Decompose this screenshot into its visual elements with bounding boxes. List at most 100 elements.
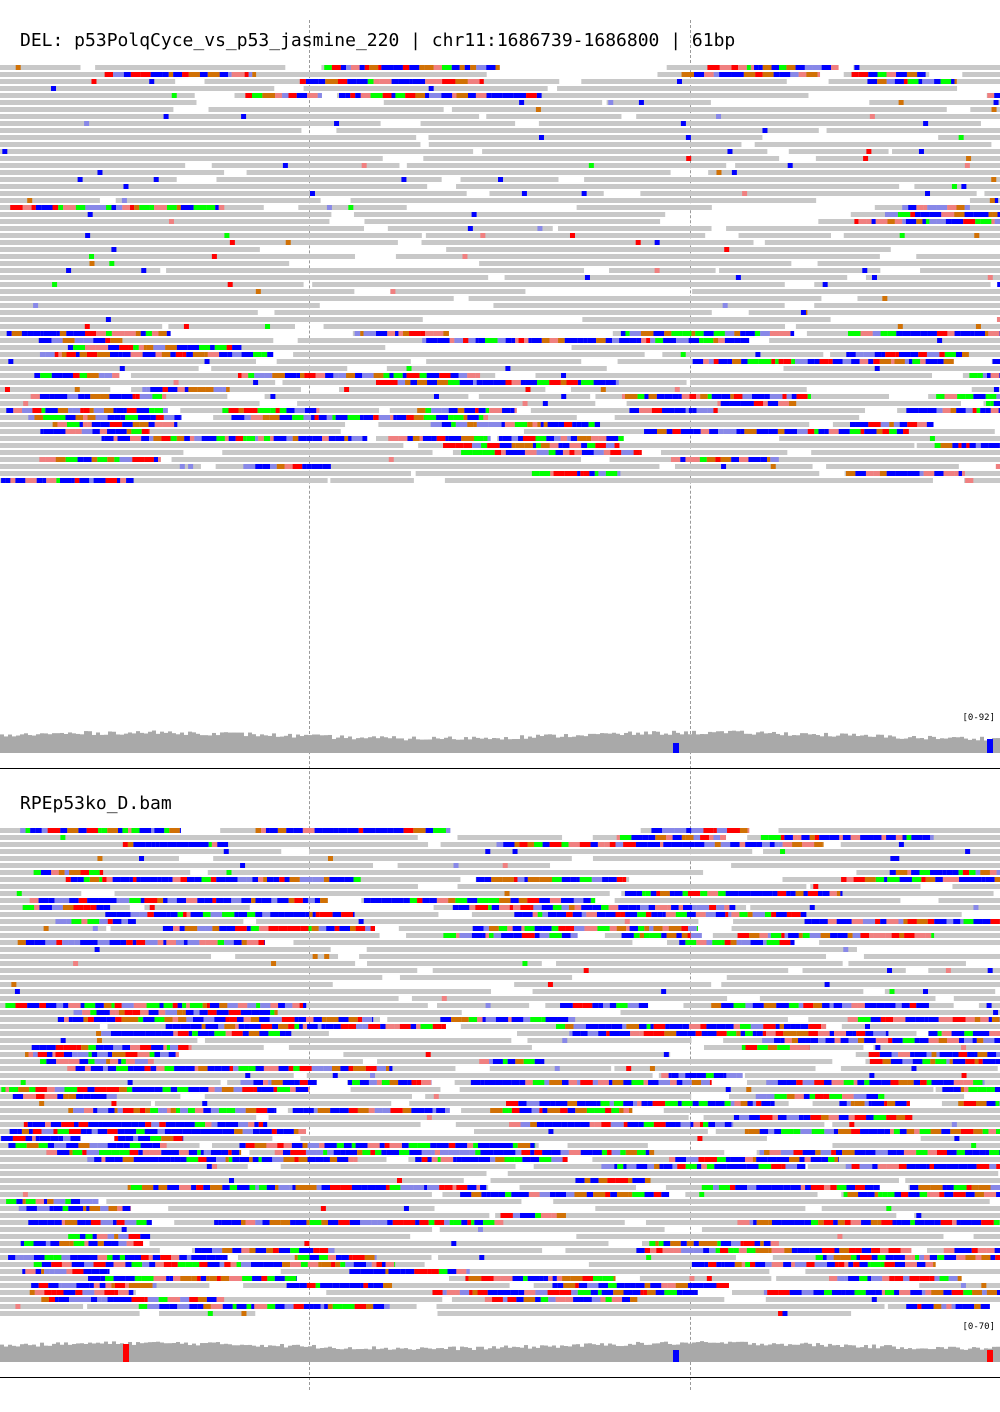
mismatch-base bbox=[663, 842, 672, 847]
mismatch-base bbox=[779, 940, 791, 945]
coverage-bar bbox=[176, 734, 180, 753]
mismatch-base bbox=[625, 394, 638, 399]
mismatch-base bbox=[896, 331, 903, 336]
mismatch-base bbox=[733, 1003, 746, 1008]
mismatch-base bbox=[444, 1185, 453, 1190]
mismatch-base bbox=[686, 828, 692, 833]
mismatch-base bbox=[140, 1143, 153, 1148]
mismatch-base bbox=[834, 1262, 839, 1267]
coverage-bar bbox=[608, 733, 612, 753]
mismatch-base bbox=[84, 121, 90, 126]
mismatch-base bbox=[103, 905, 111, 910]
aligned-read bbox=[0, 1080, 221, 1085]
mismatch-base bbox=[644, 1178, 651, 1183]
mismatch-base bbox=[521, 933, 535, 938]
coverage-bar bbox=[628, 731, 632, 753]
coverage-bar bbox=[412, 736, 416, 753]
mismatch-base bbox=[762, 842, 770, 847]
coverage-bar bbox=[892, 736, 896, 753]
mismatch-base bbox=[75, 415, 84, 420]
mismatch-base bbox=[671, 842, 683, 847]
aligned-read bbox=[478, 394, 591, 399]
coverage-bar bbox=[384, 737, 388, 753]
mismatch-base bbox=[273, 1262, 283, 1267]
mismatch-base bbox=[182, 1010, 186, 1015]
mismatch-base bbox=[330, 1108, 340, 1113]
mismatch-base bbox=[662, 828, 675, 833]
mismatch-base bbox=[726, 1164, 739, 1169]
mismatch-base bbox=[186, 1003, 190, 1008]
mismatch-base bbox=[876, 1003, 885, 1008]
mismatch-base bbox=[566, 380, 578, 385]
mismatch-base bbox=[982, 373, 988, 378]
mismatch-base bbox=[319, 1143, 325, 1148]
mismatch-base bbox=[348, 1108, 358, 1113]
mismatch-base bbox=[226, 1108, 236, 1113]
mismatch-base bbox=[810, 1115, 821, 1120]
mismatch-base bbox=[243, 408, 253, 413]
mismatch-base bbox=[113, 408, 117, 413]
mismatch-base bbox=[327, 856, 333, 861]
aligned-read bbox=[0, 177, 177, 182]
mismatch-base bbox=[329, 1185, 341, 1190]
mismatch-base bbox=[580, 471, 584, 476]
mismatch-base bbox=[581, 380, 594, 385]
mismatch-base bbox=[993, 1220, 1000, 1225]
mismatch-base bbox=[304, 1241, 310, 1246]
mismatch-base bbox=[671, 331, 683, 336]
mismatch-base bbox=[41, 1129, 54, 1134]
mismatch-base bbox=[359, 79, 368, 84]
mismatch-base bbox=[29, 1087, 36, 1092]
mismatch-base bbox=[818, 1038, 826, 1043]
mismatch-base bbox=[28, 1129, 33, 1134]
mismatch-base bbox=[886, 471, 896, 476]
coverage-bar bbox=[76, 733, 80, 753]
mismatch-base bbox=[78, 394, 85, 399]
mismatch-base bbox=[55, 1052, 64, 1057]
mismatch-base bbox=[253, 1129, 260, 1134]
coverage-bar bbox=[172, 733, 176, 753]
mismatch-base bbox=[245, 93, 253, 98]
mismatch-base bbox=[993, 1010, 999, 1015]
mismatch-base bbox=[263, 1122, 268, 1127]
mismatch-base bbox=[814, 1262, 828, 1267]
mismatch-base bbox=[688, 1024, 701, 1029]
mismatch-base bbox=[243, 464, 256, 469]
mismatch-base bbox=[605, 380, 616, 385]
mismatch-base bbox=[499, 905, 510, 910]
mismatch-base bbox=[436, 79, 443, 84]
coverage-bar bbox=[804, 1342, 808, 1362]
mismatch-base bbox=[620, 331, 626, 336]
mismatch-base bbox=[47, 1199, 54, 1204]
mismatch-base bbox=[205, 926, 213, 931]
mismatch-base bbox=[889, 870, 896, 875]
mismatch-base bbox=[409, 79, 413, 84]
mismatch-base bbox=[724, 331, 735, 336]
coverage-bar bbox=[484, 737, 488, 753]
mismatch-base bbox=[206, 1276, 210, 1281]
mismatch-base bbox=[592, 1080, 598, 1085]
aligned-read bbox=[367, 961, 542, 966]
mismatch-base bbox=[421, 1150, 432, 1155]
mismatch-base bbox=[117, 1129, 125, 1134]
mismatch-base bbox=[775, 1031, 784, 1036]
mismatch-base bbox=[531, 471, 540, 476]
mismatch-base bbox=[80, 408, 84, 413]
mismatch-base bbox=[119, 345, 129, 350]
mismatch-base bbox=[791, 394, 797, 399]
mismatch-base bbox=[842, 359, 852, 364]
mismatch-base bbox=[90, 1094, 94, 1099]
mismatch-base bbox=[656, 1248, 663, 1253]
mismatch-base bbox=[701, 1185, 714, 1190]
mismatch-base bbox=[20, 828, 26, 833]
mismatch-base bbox=[307, 93, 318, 98]
coverage-bar bbox=[932, 1349, 936, 1362]
mismatch-base bbox=[996, 1052, 1000, 1057]
aligned-read bbox=[788, 149, 889, 154]
coverage-bar bbox=[428, 739, 432, 753]
mismatch-base bbox=[593, 380, 606, 385]
mismatch-base bbox=[986, 401, 991, 406]
mismatch-base bbox=[937, 359, 944, 364]
mismatch-base bbox=[229, 1178, 235, 1183]
mismatch-base bbox=[208, 1087, 215, 1092]
